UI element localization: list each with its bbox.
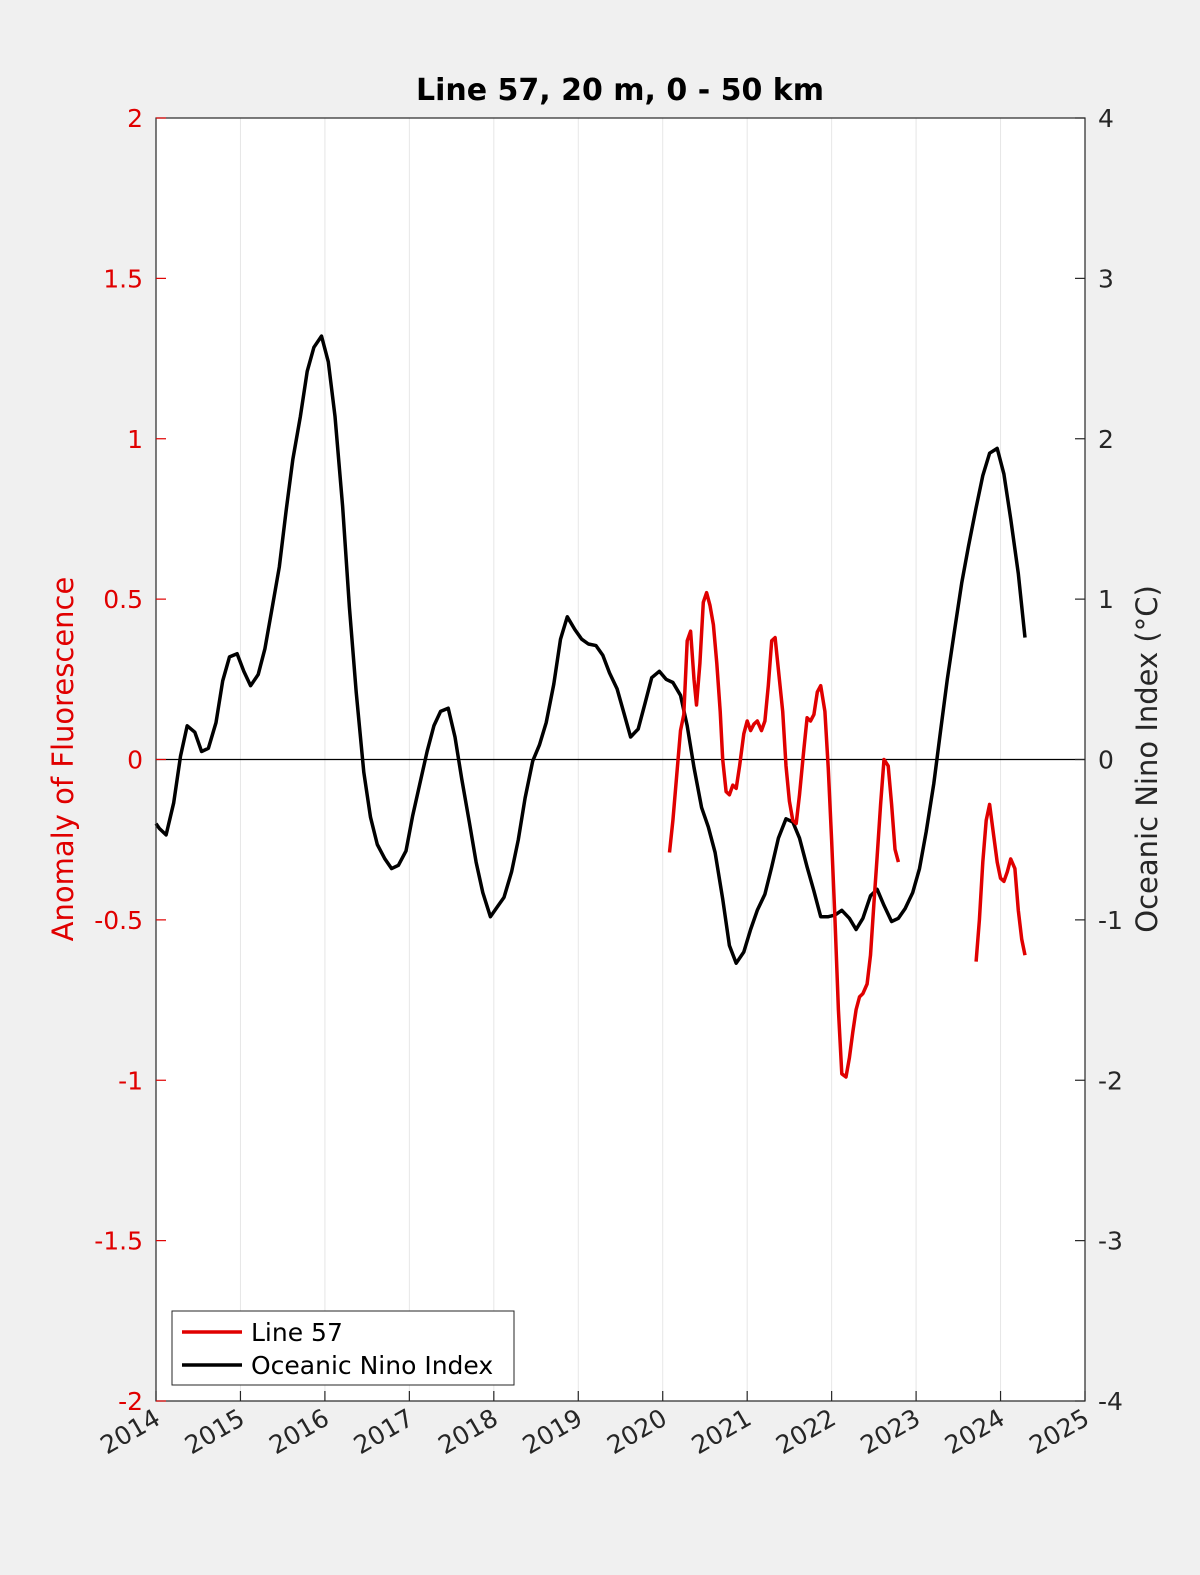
y-right-tick-label: 4: [1098, 104, 1114, 133]
y-left-tick-label: -0.5: [94, 906, 143, 935]
y-left-tick-label: 0.5: [103, 585, 143, 614]
y-right-tick-label: 1: [1098, 585, 1114, 614]
series-line-line-57: [667, 590, 901, 1079]
y-left-tick-label: 0: [127, 746, 143, 775]
y-right-tick-label: -3: [1098, 1227, 1123, 1256]
y-right-tick-label: -1: [1098, 906, 1123, 935]
y-left-tick-label: -1.5: [94, 1227, 143, 1256]
y-left-axis-label: Anomaly of Fluorescence: [46, 577, 80, 942]
legend: Line 57 Oceanic Nino Index: [171, 1310, 515, 1386]
series-line-oceanic-nino-index: [154, 334, 1027, 965]
series-line-line-57: [974, 802, 1027, 962]
legend-box: [171, 1310, 515, 1386]
legend-label-line-57: Line 57: [251, 1318, 343, 1347]
y-left-tick-label: 1.5: [103, 264, 143, 293]
legend-label-oni: Oceanic Nino Index: [251, 1351, 493, 1380]
y-left-tick-label: -2: [118, 1387, 143, 1416]
y-left-tick-label: -1: [118, 1066, 143, 1095]
chart-title: Line 57, 20 m, 0 - 50 km: [416, 73, 824, 108]
y-right-axis-label: Oceanic Nino Index (°C): [1130, 585, 1164, 933]
y-right-tick-label: 3: [1098, 264, 1114, 293]
tick-marks: [155, 117, 1086, 1402]
y-left-tick-label: 2: [127, 104, 143, 133]
y-right-tick-label: 2: [1098, 425, 1114, 454]
y-right-tick-label: 0: [1098, 746, 1114, 775]
y-left-tick-label: 1: [127, 425, 143, 454]
series-layer: [154, 334, 1027, 1079]
y-right-tick-label: -2: [1098, 1066, 1123, 1095]
y-right-tick-label: -4: [1098, 1387, 1123, 1416]
